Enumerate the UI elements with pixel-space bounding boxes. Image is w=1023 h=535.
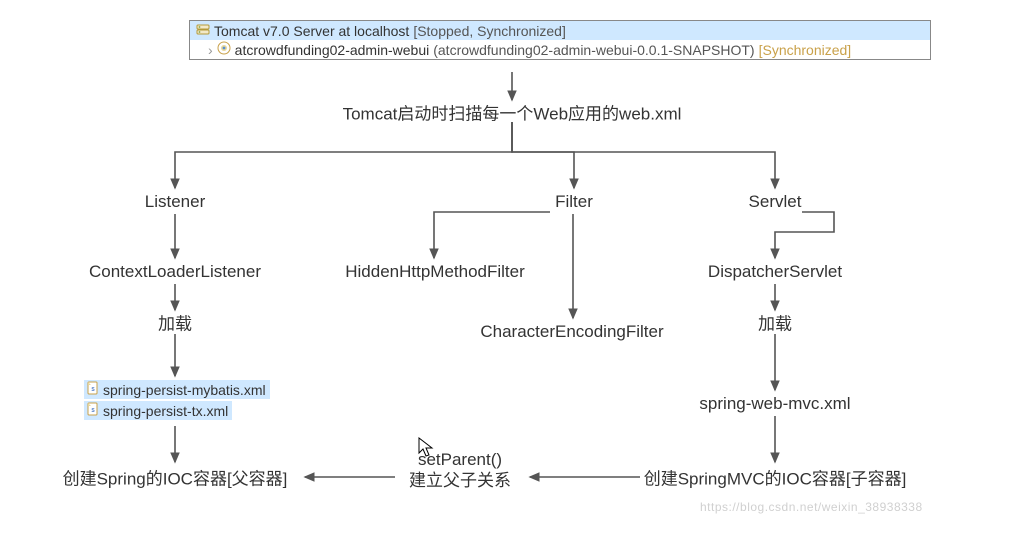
file-label: spring-persist-mybatis.xml [103, 382, 266, 398]
server-label: Tomcat v7.0 Server at localhost [214, 23, 409, 39]
node-dispatcherservlet: DispatcherServlet [708, 262, 842, 282]
watermark: https://blog.csdn.net/weixin_38938338 [700, 500, 923, 514]
module-paren: (atcrowdfunding02-admin-webui-0.0.1-SNAP… [433, 42, 754, 58]
node-load-left: 加载 [158, 310, 192, 335]
server-icon [196, 22, 210, 39]
node-load-right: 加载 [758, 310, 792, 335]
file-tx[interactable]: S spring-persist-tx.xml [84, 401, 232, 420]
node-root: Tomcat启动时扫描每一个Web应用的web.xml [343, 100, 682, 125]
mouse-cursor-icon [418, 437, 434, 459]
node-filter: Filter [555, 192, 593, 212]
spring-config-files: S spring-persist-mybatis.xml S spring-pe… [84, 380, 270, 420]
tree-row-module[interactable]: › atcrowdfunding02-admin-webui (atcrowdf… [190, 40, 930, 59]
xml-icon: S [86, 381, 100, 398]
node-ioc-parent: 创建Spring的IOC容器[父容器] [63, 465, 288, 490]
tree-row-server[interactable]: Tomcat v7.0 Server at localhost [Stopped… [190, 21, 930, 40]
module-sync: [Synchronized] [759, 42, 852, 58]
node-listener: Listener [145, 192, 205, 212]
node-hiddenhttpmethod: HiddenHttpMethodFilter [345, 262, 525, 282]
tree-expand-caret: › [208, 42, 213, 58]
node-charencodingfilter: CharacterEncodingFilter [480, 322, 663, 342]
node-spring-web-mvc: spring-web-mvc.xml [699, 394, 850, 414]
server-tree-panel: Tomcat v7.0 Server at localhost [Stopped… [189, 20, 931, 60]
module-icon [217, 41, 231, 58]
file-label: spring-persist-tx.xml [103, 403, 228, 419]
xml-icon: S [86, 402, 100, 419]
node-ioc-child: 创建SpringMVC的IOC容器[子容器] [644, 465, 907, 490]
file-mybatis[interactable]: S spring-persist-mybatis.xml [84, 380, 270, 399]
node-contextloader: ContextLoaderListener [89, 262, 261, 282]
module-label: atcrowdfunding02-admin-webui [235, 42, 430, 58]
server-status: [Stopped, Synchronized] [413, 23, 566, 39]
node-servlet: Servlet [749, 192, 802, 212]
